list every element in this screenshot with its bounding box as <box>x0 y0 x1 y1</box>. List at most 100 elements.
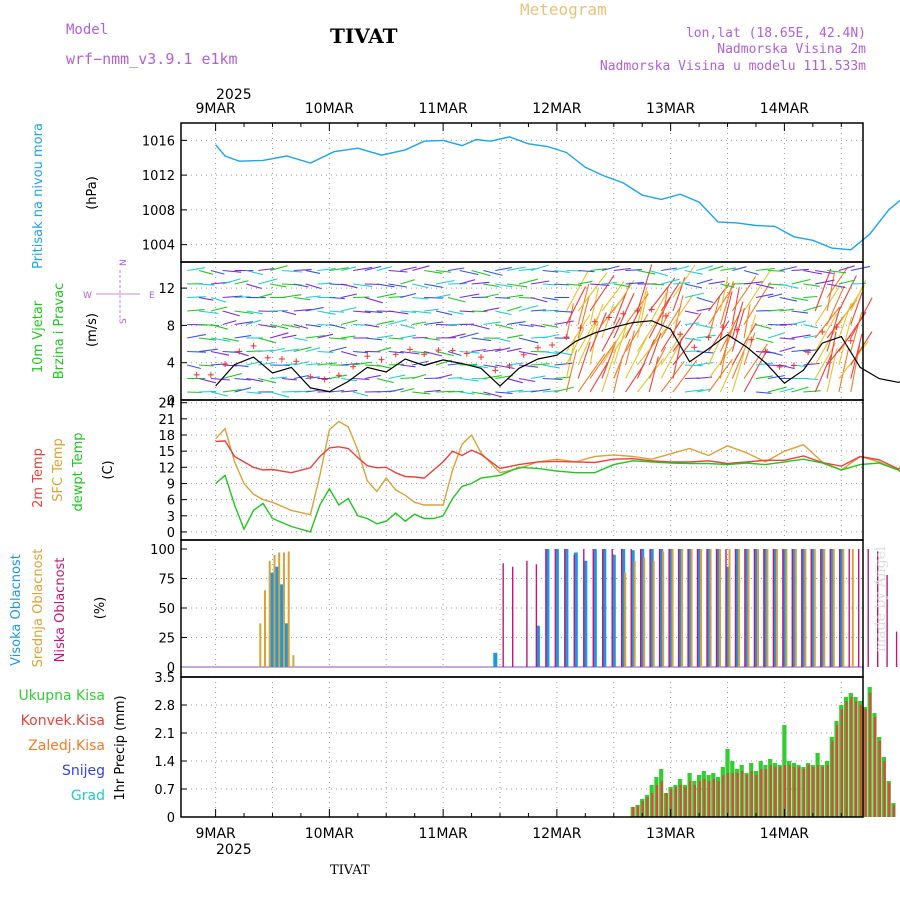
cloud-bar <box>280 584 284 667</box>
cloud-bar <box>725 549 727 667</box>
precip-bar <box>741 771 744 817</box>
precip-bar <box>864 709 867 817</box>
cloud-ytick-label: 50 <box>158 602 175 617</box>
cloud-bar <box>526 560 528 667</box>
precip-bar <box>802 769 806 817</box>
wind-label-2: Brzina i Pravac <box>52 283 67 380</box>
cloud-bar <box>728 549 731 667</box>
precip-bar <box>878 741 881 817</box>
pressure-label-group: Pritisak na nivou mora (hPa) <box>31 123 100 269</box>
precip-bar <box>689 781 692 817</box>
temp-sfc-line <box>215 420 900 516</box>
bottom-date-label: 9MAR <box>195 826 236 842</box>
compass-w: W <box>83 291 92 301</box>
cloud-bar <box>895 631 898 667</box>
cloud-bar <box>554 549 556 667</box>
cloud-bar <box>583 549 585 667</box>
temperature-ytick-label: 9 <box>167 477 175 492</box>
cloud-bar <box>716 549 720 667</box>
cloud-bar <box>747 549 750 667</box>
cloud-bar <box>775 549 778 667</box>
wind-panel: 0 4 8 12 <box>158 262 900 409</box>
cloud-bar <box>564 549 566 667</box>
cloud-bar <box>697 549 702 667</box>
precip-ytick-label: 0 <box>167 811 175 826</box>
precip-bar <box>698 781 701 817</box>
cloud-bar <box>678 549 683 667</box>
precip-bar <box>641 801 644 817</box>
temperature-ytick-label: 15 <box>158 445 175 460</box>
top-date-label: 14MAR <box>760 101 809 117</box>
cloud-bar <box>772 549 775 667</box>
cloud-bar <box>700 549 703 667</box>
cloud-bar <box>810 549 812 667</box>
cloud-bar <box>602 549 604 667</box>
precip-legend: Ukupna Kisa Konvek.Kisa Zaledj.Kisa Snij… <box>18 688 128 804</box>
cloud-bar <box>264 590 266 667</box>
pressure-ytick-label: 1016 <box>142 134 175 149</box>
cloud-bar <box>283 552 285 667</box>
precip-bar <box>679 785 682 817</box>
cloud-bar <box>687 549 692 667</box>
compass-rose: W E N S <box>83 259 155 324</box>
cloud-bar <box>687 549 689 667</box>
precip-bar <box>637 805 640 817</box>
pressure-label: Pritisak na nivou mora <box>31 123 46 269</box>
precip-bar <box>817 765 820 817</box>
temp-label-group: 2m Temp SFC Temp dewpt Temp (C) <box>31 432 116 511</box>
precip-conv-bars <box>632 693 896 817</box>
cloud-bar <box>602 549 607 667</box>
precip-bar <box>779 767 782 817</box>
cloud-bar <box>649 549 651 667</box>
cloud-bar <box>801 549 806 667</box>
temperature-ytick-label: 24 <box>158 397 175 412</box>
cloud-bar <box>662 551 665 667</box>
cloud-bar <box>649 549 654 667</box>
cloud-bar <box>273 554 276 667</box>
precip-bar <box>807 765 810 817</box>
cloud-bar <box>753 549 756 667</box>
cloud-label-low: Niska Oblacnost <box>53 558 68 663</box>
cloud-bar <box>630 549 632 667</box>
precip-bar <box>708 781 711 817</box>
bottom-date-labels: 9MAR 10MAR 11MAR 12MAR 13MAR 14MAR <box>195 826 809 842</box>
cloud-bar <box>621 549 626 667</box>
cloud-bar <box>275 566 280 667</box>
temperature-frame <box>180 399 864 541</box>
cloud-bar <box>640 549 642 667</box>
cloud-bar <box>696 549 699 667</box>
x-ticks <box>215 123 842 817</box>
precip-bar <box>731 773 734 817</box>
cloud-bar <box>763 549 765 667</box>
pressure-ytick-label: 1012 <box>142 169 175 184</box>
precip-bar <box>646 797 649 817</box>
cloud-bar <box>766 549 769 667</box>
cloud-bar <box>810 549 815 667</box>
precip-yticks: 0 0.7 1.4 2.1 2.8 3.5 <box>154 671 187 826</box>
cloud-mid-bars <box>259 549 854 667</box>
cloud-bar <box>573 554 575 667</box>
precip-bar <box>812 767 815 817</box>
cloud-bar <box>823 549 826 667</box>
cloud-bar <box>668 549 673 667</box>
cloud-bar <box>592 549 594 667</box>
wind-unit: (m/s) <box>85 313 100 347</box>
cloud-bar <box>259 623 262 667</box>
compass-s: S <box>119 318 129 324</box>
top-date-label: 9MAR <box>195 101 236 117</box>
precip-bar <box>693 785 696 817</box>
legend-snow: Snijeg <box>62 763 105 779</box>
top-year: 2025 <box>216 87 252 103</box>
pressure-frame <box>180 122 864 263</box>
cloud-unit: (%) <box>93 597 108 620</box>
cloud-bar <box>564 549 569 667</box>
temperature-grid <box>181 400 863 540</box>
cloud-bar <box>791 549 793 667</box>
precip-bar <box>788 765 791 817</box>
cloud-ytick-label: 0 <box>167 661 175 676</box>
temp-label-2: SFC Temp <box>51 438 66 502</box>
cloud-bar <box>886 575 888 667</box>
precip-ytick-label: 2.8 <box>154 699 175 714</box>
precip-bar <box>869 693 872 817</box>
